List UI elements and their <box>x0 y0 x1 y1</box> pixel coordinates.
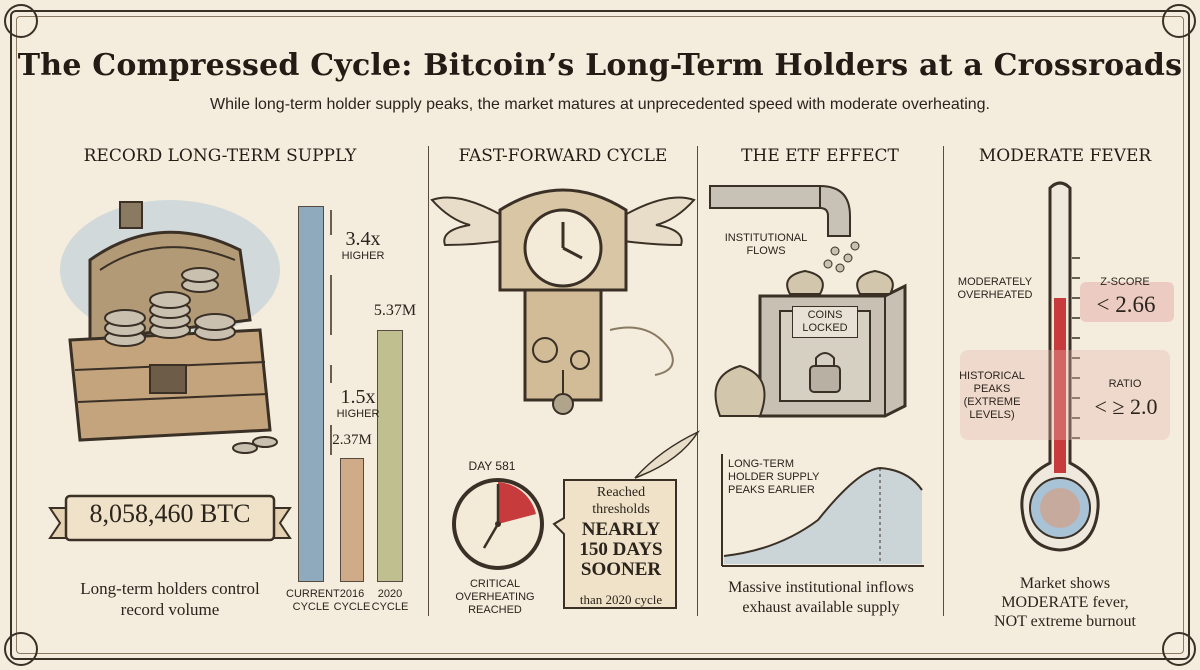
curve-label: LONG-TERM HOLDER SUPPLY PEAKS EARLIER <box>728 458 820 496</box>
heading-moderate-fever: MODERATE FEVER <box>978 146 1152 166</box>
value-2016: 2.37M <box>332 432 372 448</box>
note-highlight: NEARLY 150 DAYS SOONER <box>579 519 663 580</box>
note-tail: than 2020 cycle <box>579 592 663 607</box>
btc-banner <box>48 494 292 542</box>
zscore-highlight <box>1080 282 1174 322</box>
corner-ornament <box>1162 4 1196 38</box>
outer-frame <box>10 10 1190 660</box>
multiplier-34x-sub: HIGHER <box>341 250 385 262</box>
timer-caption: CRITICAL OVERHEATING REACHED <box>455 578 535 616</box>
corner-ornament <box>4 632 38 666</box>
bar-2016-cycle <box>340 458 364 582</box>
day-label: DAY 581 <box>468 459 516 473</box>
treasure-chest-illustration <box>60 200 280 454</box>
bar-2020-cycle <box>377 330 403 582</box>
btc-total-value: 8,058,460 BTC <box>89 499 251 528</box>
heading-etf-effect: THE ETF EFFECT <box>741 146 899 166</box>
ratio-value: < ≥ 2.0 <box>1094 394 1158 419</box>
multiplier-15x-sub: HIGHER <box>336 408 380 420</box>
heading-record-supply: RECORD LONG-TERM SUPPLY <box>83 146 357 166</box>
bar-arrows <box>330 210 332 455</box>
vault-illustration <box>709 184 907 418</box>
panel4-caption-line2: MODERATE fever, <box>1001 594 1129 611</box>
vault-label: COINS LOCKED <box>792 306 858 338</box>
section-divider <box>428 146 429 616</box>
zscore-value: < 2.66 <box>1096 292 1156 317</box>
ratio-label: RATIO <box>1108 378 1142 390</box>
corner-ornament <box>1162 632 1196 666</box>
timer-clock <box>452 478 544 570</box>
zscore-label: Z-SCORE <box>1100 276 1150 288</box>
section-divider <box>697 146 698 616</box>
value-2020: 5.37M <box>373 302 417 319</box>
quill-icon <box>634 430 701 479</box>
supply-curve-chart <box>721 454 924 567</box>
page-title: The Compressed Cycle: Bitcoin’s Long-Ter… <box>17 48 1183 83</box>
bar-label-current: CURRENT CYCLE <box>286 588 340 613</box>
note-line2: thresholds <box>592 502 650 517</box>
multiplier-15x: 1.5x <box>340 386 376 408</box>
winged-clock-illustration <box>430 188 696 415</box>
panel3-caption: Massive institutional inflows exhaust av… <box>728 579 914 616</box>
moderately-overheated-label: MODERATELY OVERHEATED <box>957 276 1033 301</box>
ratio-highlight <box>960 350 1170 440</box>
note-line1: Reached <box>596 485 646 500</box>
section-divider <box>943 146 944 616</box>
thermometer-illustration <box>1020 181 1100 552</box>
corner-ornament <box>4 4 38 38</box>
bar-current-cycle <box>298 206 324 582</box>
bar-label-2016: 2016 CYCLE <box>333 588 371 613</box>
panel4-caption-line3: NOT extreme burnout <box>994 613 1136 630</box>
panel4-caption-line1: Market shows <box>1019 575 1111 592</box>
flows-label: INSTITUTIONAL FLOWS <box>724 232 808 257</box>
multiplier-34x: 3.4x <box>345 228 381 250</box>
historical-peaks-label: HISTORICAL PEAKS (EXTREME LEVELS) <box>959 370 1025 421</box>
panel1-caption: Long-term holders control record volume <box>80 579 260 619</box>
bar-label-2020: 2020 CYCLE <box>371 588 409 613</box>
inner-frame <box>16 16 1184 654</box>
page-subtitle: While long-term holder supply peaks, the… <box>210 96 990 113</box>
note-bubble <box>552 479 677 609</box>
heading-fast-forward: FAST-FORWARD CYCLE <box>458 146 668 166</box>
